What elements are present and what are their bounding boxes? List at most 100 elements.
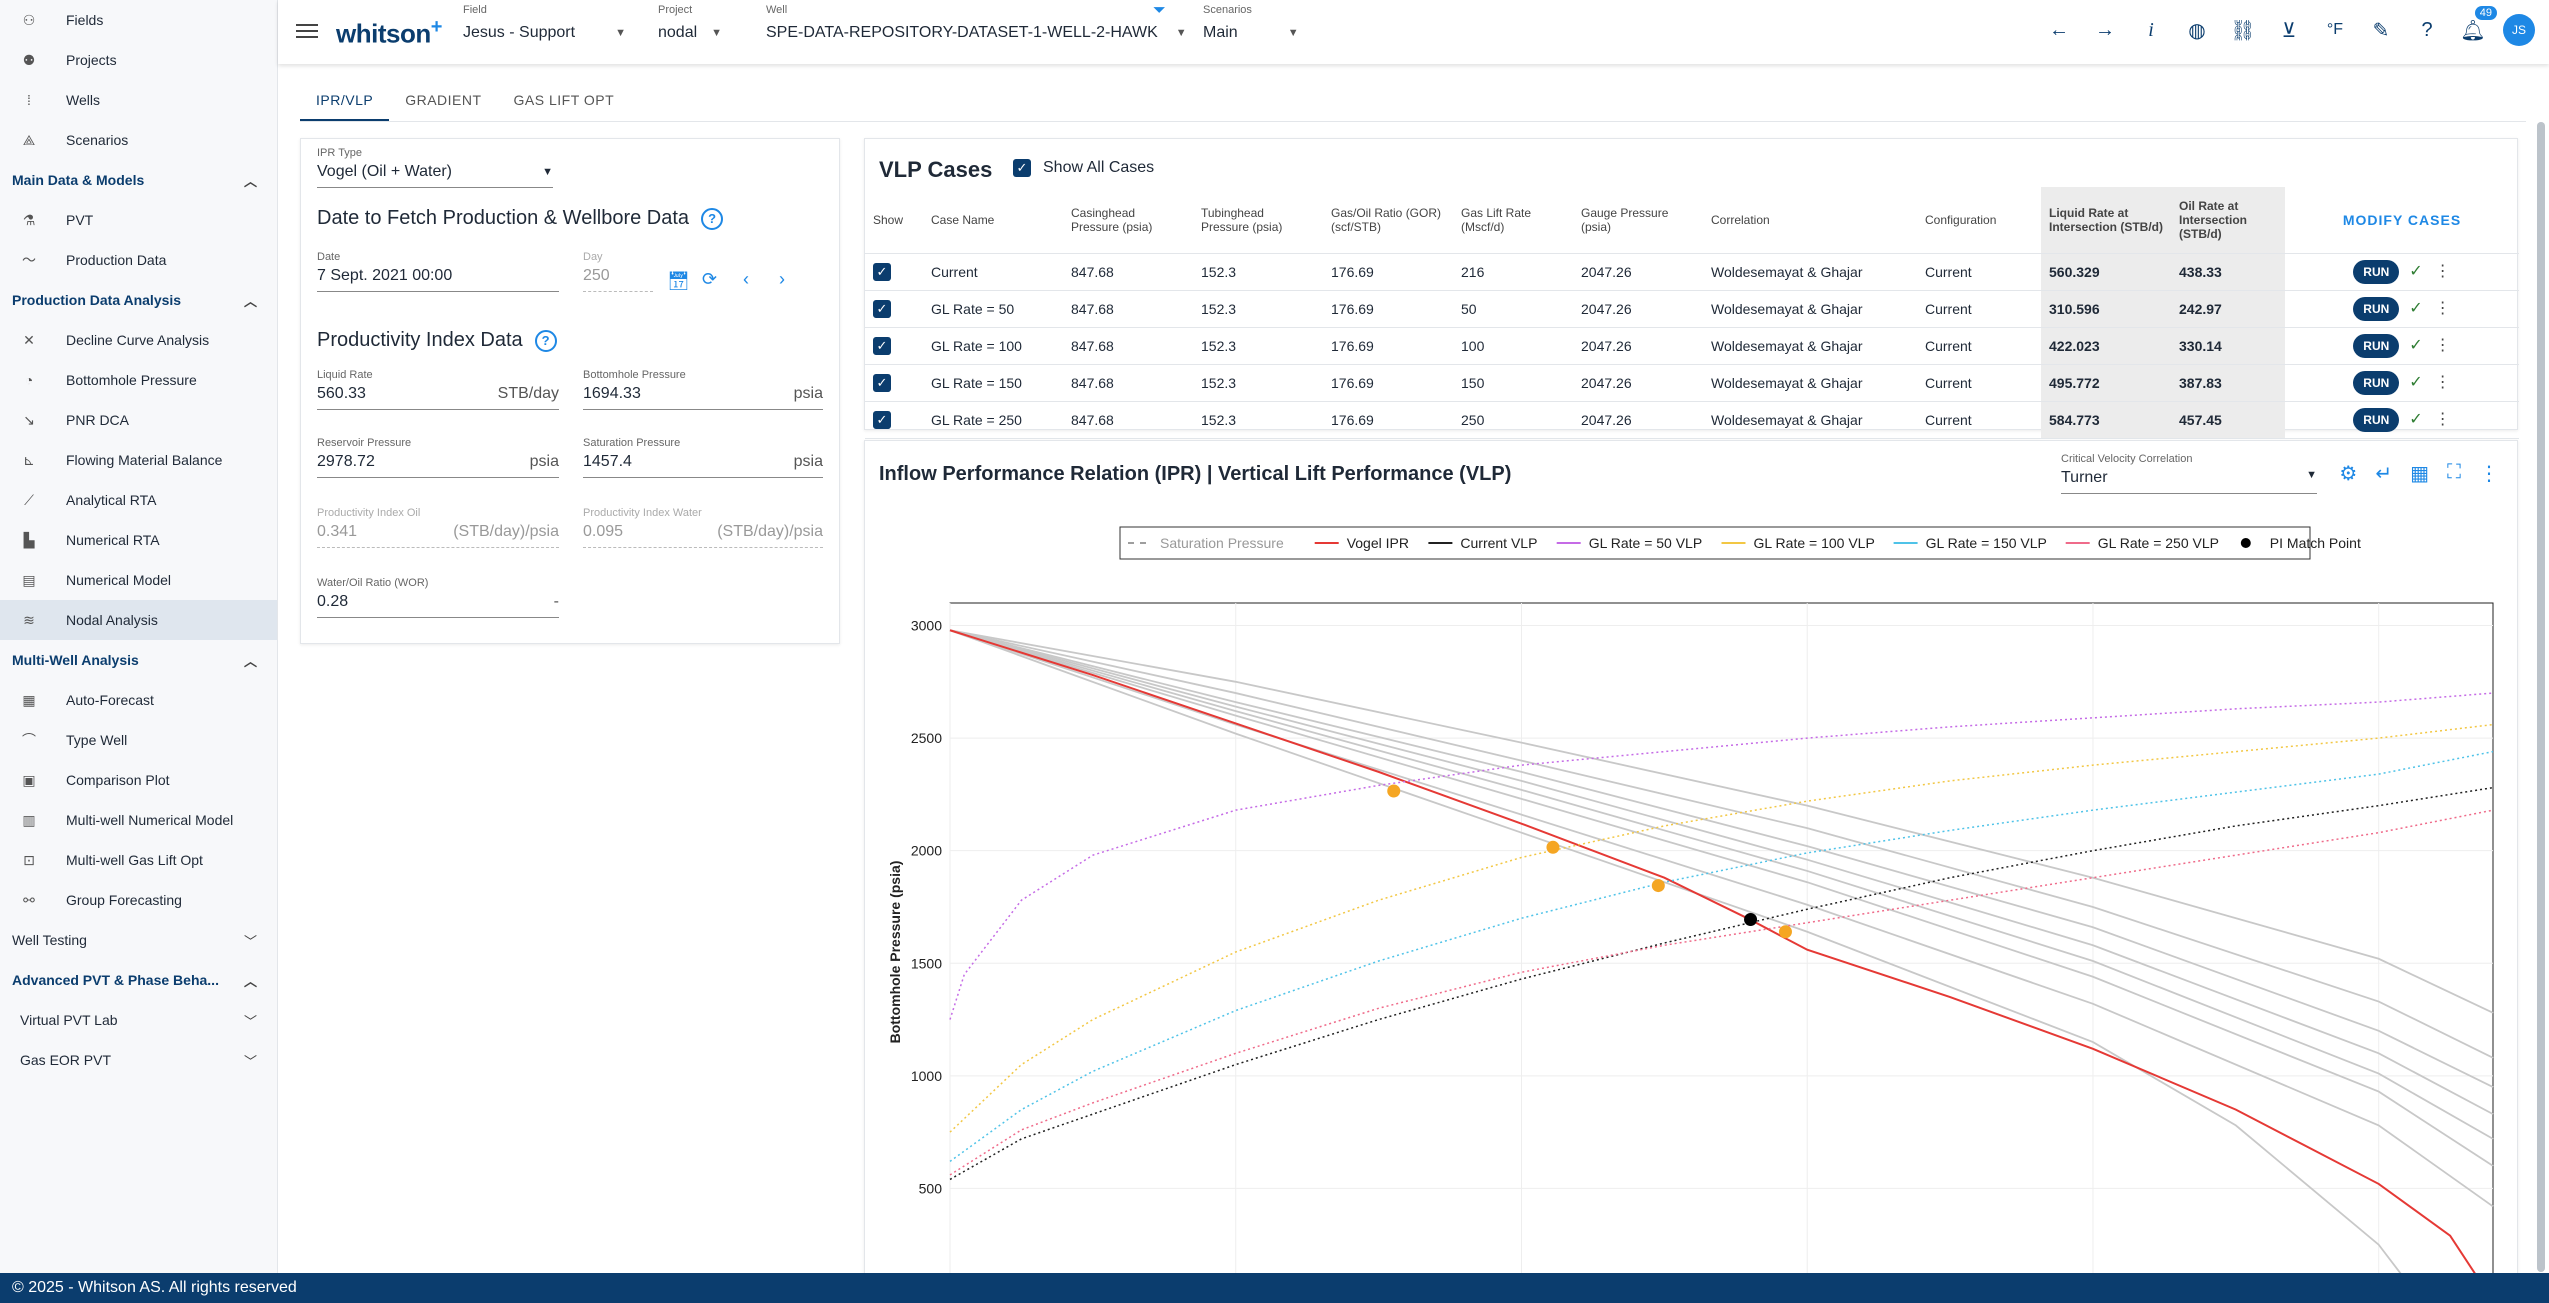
bhp-field[interactable]: Bottomhole Pressure 1694.33 psia [583, 369, 823, 410]
sidebar-section-multi-well[interactable]: Multi-Well Analysis ︿ [0, 640, 277, 680]
sidebar-item-production-data[interactable]: 〜 Production Data [0, 240, 277, 280]
show-all-cases-toggle[interactable]: ✓ Show All Cases [1013, 159, 1154, 177]
calendar-icon[interactable]: 📅︎ [667, 271, 690, 291]
more-vert-icon[interactable]: ⋮ [2434, 262, 2451, 280]
sidebar-item-arta[interactable]: ⟋ Analytical RTA [0, 480, 277, 520]
sidebar-item-pnr[interactable]: ↘ PNR DCA [0, 400, 277, 440]
saturation-pressure-field[interactable]: Saturation Pressure 1457.4 psia [583, 437, 823, 478]
project-select[interactable]: Project nodal ▼ [658, 4, 722, 42]
sidebar-item-comparison[interactable]: ▣ Comparison Plot [0, 760, 277, 800]
tab-gas-lift-opt[interactable]: GAS LIFT OPT [513, 92, 615, 108]
notifications-icon[interactable]: 🔔︎ 49 [2457, 6, 2497, 46]
sidebar-item-pvt[interactable]: ⚗ PVT [0, 200, 277, 240]
field-select[interactable]: Field Jesus - Support ▼ [463, 4, 626, 42]
sidebar-item-auto-forecast[interactable]: ▦ Auto-Forecast [0, 680, 277, 720]
cell-casinghead-pressure: 847.68 [1063, 290, 1193, 328]
critical-velocity-select[interactable]: Critical Velocity Correlation Turner ▼ [2061, 453, 2317, 494]
ipr-type-select[interactable]: IPR Type Vogel (Oil + Water) ▼ [317, 147, 553, 188]
download-icon[interactable]: ⊻ [2281, 19, 2297, 42]
line-icon: ⟋ [24, 491, 34, 508]
y-tick-label: 1500 [911, 955, 942, 971]
modify-cases-button[interactable]: MODIFY CASES [2285, 187, 2519, 254]
globe-icon[interactable]: ◍ [2188, 19, 2206, 42]
table-icon[interactable]: ▦ [2410, 463, 2429, 485]
sidebar-item-nodal[interactable]: ≋ Nodal Analysis [0, 600, 277, 640]
sidebar-item-label: Flowing Material Balance [66, 452, 223, 468]
checkbox-checked-icon[interactable]: ✓ [873, 373, 891, 392]
sidebar-item-dca[interactable]: ✕ Decline Curve Analysis [0, 320, 277, 360]
table-row: ✓ GL Rate = 100 847.68 152.3 176.69 100 2047.2… [865, 327, 2519, 365]
checkbox-checked-icon[interactable]: ✓ [873, 336, 891, 355]
avatar[interactable]: JS [2503, 14, 2535, 46]
sidebar-section-production-analysis[interactable]: Production Data Analysis ︿ [0, 280, 277, 320]
more-vert-icon[interactable]: ⋮ [2434, 410, 2451, 428]
sidebar-item-group-forecast[interactable]: ⚯ Group Forecasting [0, 880, 277, 920]
wor-field[interactable]: Water/Oil Ratio (WOR) 0.28 - [317, 577, 559, 618]
sidebar-item-wells[interactable]: ⁞ Wells [0, 80, 277, 120]
wor-value: 0.28 [317, 593, 349, 610]
forward-arrow-icon[interactable]: → [2095, 18, 2115, 41]
chevron-right-icon[interactable]: › [779, 269, 785, 289]
checkbox-checked-icon[interactable]: ✓ [873, 299, 891, 318]
checkbox-checked-icon[interactable]: ✓ [873, 410, 891, 429]
checkbox-checked-icon[interactable]: ✓ [1013, 159, 1031, 177]
enter-icon[interactable]: ↵ [2375, 463, 2393, 485]
sidebar-section-advanced-pvt[interactable]: Advanced PVT & Phase Beha... ︿ [0, 960, 277, 1000]
page-scrollbar[interactable] [2537, 122, 2545, 1272]
info-icon[interactable]: i [2148, 18, 2154, 41]
legend-label: PI Match Point [2270, 535, 2361, 551]
cell-oil-rate-intersection: 387.83 [2171, 364, 2285, 402]
liquid-rate-field[interactable]: Liquid Rate 560.33 STB/day [317, 369, 559, 410]
more-vert-icon[interactable]: ⋮ [2434, 336, 2451, 354]
tab-gradient[interactable]: GRADIENT [405, 92, 482, 108]
help-icon[interactable]: ? [534, 329, 557, 352]
sidebar-section-main-data[interactable]: Main Data & Models ︿ [0, 160, 277, 200]
ipr-vlp-chart[interactable]: 0200400600800100005001000150020002500300… [865, 519, 2519, 1303]
menu-icon[interactable] [296, 20, 318, 42]
chevron-left-icon[interactable]: ‹ [743, 269, 749, 289]
sidebar-item-bhp[interactable]: ◔ Bottomhole Pressure [0, 360, 277, 400]
run-button[interactable]: RUN [2353, 370, 2400, 395]
sidebar-item-mw-numerical[interactable]: ▥ Multi-well Numerical Model [0, 800, 277, 840]
more-vert-icon[interactable]: ⋮ [2479, 463, 2499, 485]
sidebar-item-label: Multi-well Numerical Model [66, 812, 234, 828]
sidebar-item-mw-gaslift[interactable]: ⊡ Multi-well Gas Lift Opt [0, 840, 277, 880]
date-field[interactable]: Date 7 Sept. 2021 00:00 [317, 251, 559, 292]
sidebar-item-fmb[interactable]: ⊾ Flowing Material Balance [0, 440, 277, 480]
sidebar-item-virtual-pvt[interactable]: Virtual PVT Lab ﹀ [0, 1000, 277, 1040]
sidebar-item-projects[interactable]: ⚉ Projects [0, 40, 277, 80]
sidebar-item-fields[interactable]: ⚇ Fields [0, 0, 277, 40]
filter-icon[interactable]: ⏷ [1153, 2, 1166, 19]
cell-tubinghead-pressure: 152.3 [1193, 364, 1323, 402]
sidebar-item-scenarios[interactable]: ⟁ Scenarios [0, 120, 277, 160]
run-button[interactable]: RUN [2353, 333, 2400, 358]
pi-oil-field: Productivity Index Oil 0.341 (STB/day)/ps… [317, 507, 559, 548]
well-select[interactable]: Well SPE-DATA-REPOSITORY-DATASET-1-WELL-… [766, 4, 1187, 42]
help-icon[interactable]: ? [2421, 18, 2433, 41]
tab-ipr-vlp[interactable]: IPR/VLP [300, 78, 390, 121]
reservoir-pressure-field[interactable]: Reservoir Pressure 2978.72 psia [317, 437, 559, 478]
more-vert-icon[interactable]: ⋮ [2434, 299, 2451, 317]
fullscreen-icon[interactable]: ⛶ [2447, 461, 2461, 483]
more-vert-icon[interactable]: ⋮ [2434, 373, 2451, 391]
link-icon[interactable]: ⛓ [2230, 19, 2256, 42]
checkbox-checked-icon[interactable]: ✓ [873, 262, 891, 281]
units-icon[interactable]: °F [2326, 21, 2344, 38]
sidebar-item-nmodel[interactable]: ▤ Numerical Model [0, 560, 277, 600]
settings-nodes-icon[interactable]: ⚙ [2339, 463, 2358, 485]
sidebar-item-type-well[interactable]: ⌒ Type Well [0, 720, 277, 760]
feedback-icon[interactable]: ✎ [2372, 19, 2390, 42]
sidebar-item-nrta[interactable]: ▙ Numerical RTA [0, 520, 277, 560]
back-arrow-icon[interactable]: ← [2049, 18, 2069, 41]
refresh-icon[interactable]: ⟳ [702, 269, 718, 289]
sidebar-section-well-testing[interactable]: Well Testing ﹀ [0, 920, 277, 960]
check-icon: ✓ [2409, 299, 2423, 317]
scenario-select[interactable]: Scenarios Main ▼ [1203, 4, 1299, 42]
run-button[interactable]: RUN [2353, 296, 2400, 321]
sidebar-item-gas-eor[interactable]: Gas EOR PVT ﹀ [0, 1040, 277, 1080]
run-button[interactable]: RUN [2353, 407, 2400, 432]
column-header: Gas/Oil Ratio (GOR) (scf/STB) [1323, 187, 1453, 254]
run-button[interactable]: RUN [2353, 259, 2400, 284]
sidebar-item-label: Numerical Model [66, 572, 172, 588]
help-icon[interactable]: ? [701, 207, 724, 230]
